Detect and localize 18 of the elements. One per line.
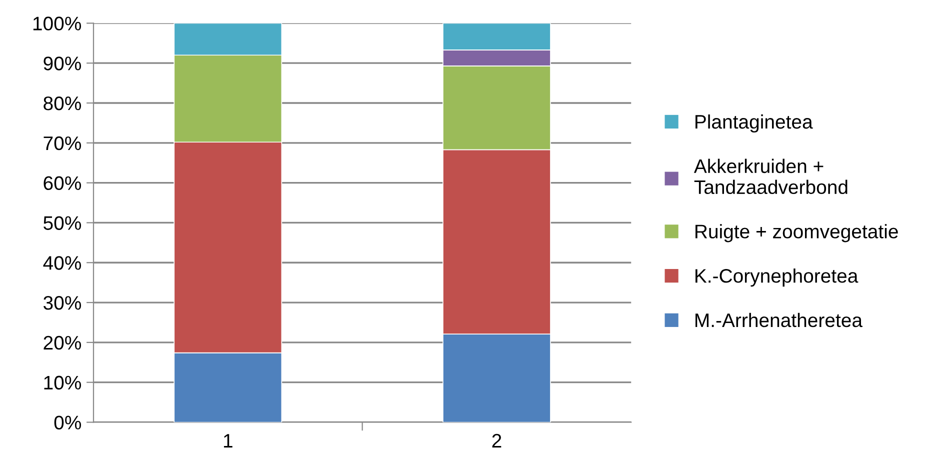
legend-label: K.-Corynephoretea bbox=[696, 268, 858, 287]
y-tick-label: 50% bbox=[44, 216, 82, 230]
legend-label: Akkerkruiden + Tandzaadverbond bbox=[694, 158, 848, 194]
y-tick-label: 60% bbox=[44, 176, 82, 190]
y-tick-label: 0% bbox=[54, 416, 82, 430]
y-tick-label: 10% bbox=[44, 376, 82, 390]
y-tick-label: 70% bbox=[44, 136, 82, 150]
legend-label: M.-Arrhenatheretea bbox=[696, 312, 863, 328]
x-tick-label: 1 bbox=[224, 434, 232, 448]
y-tick-label: 30% bbox=[44, 296, 82, 310]
y-tick-label: 40% bbox=[43, 256, 82, 270]
x-tick-label: 2 bbox=[492, 434, 502, 448]
legend-label: Plantaginetea bbox=[696, 114, 813, 133]
y-tick-label: 100% bbox=[33, 16, 82, 30]
legend-label: Ruigte + zoomvegetatie bbox=[696, 224, 898, 242]
y-tick-label: 80% bbox=[44, 96, 82, 110]
y-tick-label: 90% bbox=[44, 56, 82, 70]
y-tick-label: 20% bbox=[44, 336, 82, 350]
